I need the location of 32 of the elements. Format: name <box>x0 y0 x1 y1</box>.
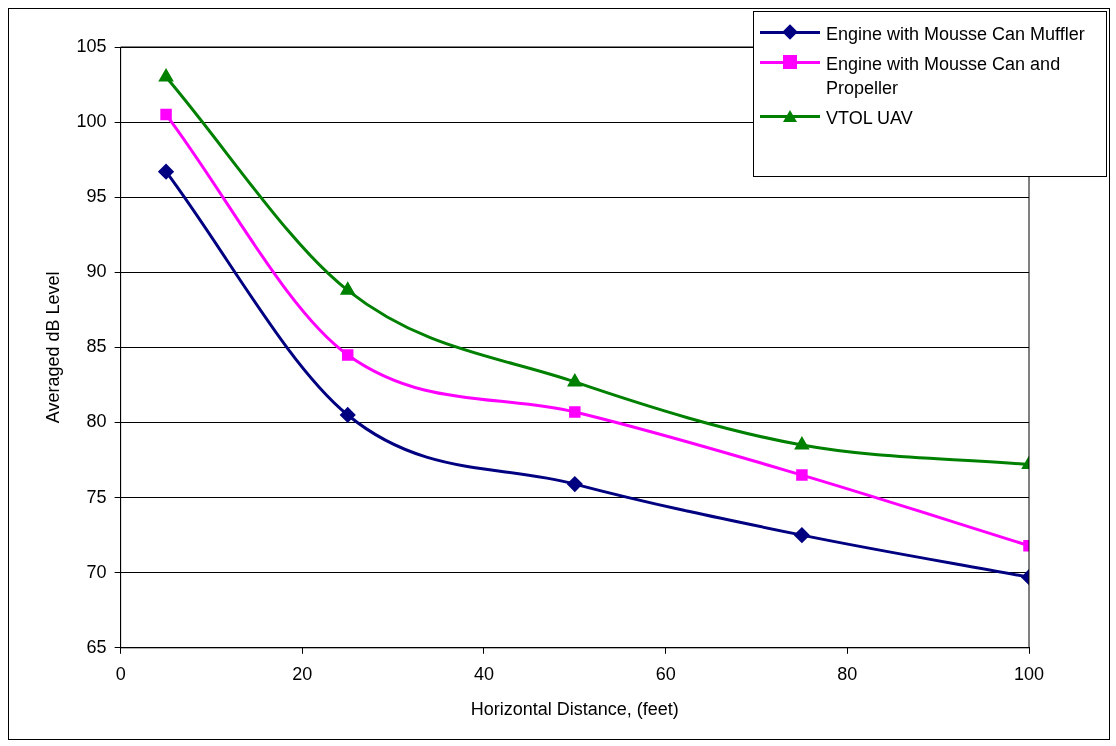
x-tick-label: 20 <box>292 663 313 684</box>
legend-label: VTOL UAV <box>826 107 913 130</box>
x-tick-label: 100 <box>1013 663 1045 684</box>
y-tick-label: 75 <box>86 486 107 507</box>
point <box>794 527 810 543</box>
y-tick-label: 100 <box>76 111 107 132</box>
legend-label: Engine with Mousse Can Muffler <box>826 23 1085 46</box>
y-tick-label: 85 <box>86 336 107 357</box>
y-tick-label: 105 <box>76 35 107 56</box>
y-tick-label: 80 <box>86 411 107 432</box>
y-tick-label: 70 <box>86 561 107 582</box>
y-axis-title: Averaged dB Level <box>42 271 63 424</box>
point <box>569 406 581 418</box>
x-tick-label: 40 <box>473 663 494 684</box>
point <box>341 282 355 295</box>
point <box>159 69 173 82</box>
y-tick-label: 90 <box>86 261 107 282</box>
point <box>568 374 582 387</box>
x-tick-label: 60 <box>655 663 676 684</box>
point <box>795 437 809 450</box>
y-tick-label: 65 <box>86 636 107 657</box>
x-axis-title: Horizontal Distance, (feet) <box>470 699 679 720</box>
point <box>160 108 172 121</box>
point <box>567 476 583 492</box>
point <box>796 469 808 481</box>
y-tick-label: 95 <box>86 186 107 207</box>
legend-label: Engine with Mousse Can and Propeller <box>826 53 1062 100</box>
x-tick-label: 80 <box>837 663 858 684</box>
point <box>341 349 354 361</box>
x-tick-label: 0 <box>115 663 126 684</box>
point <box>158 164 174 180</box>
point <box>340 407 356 423</box>
